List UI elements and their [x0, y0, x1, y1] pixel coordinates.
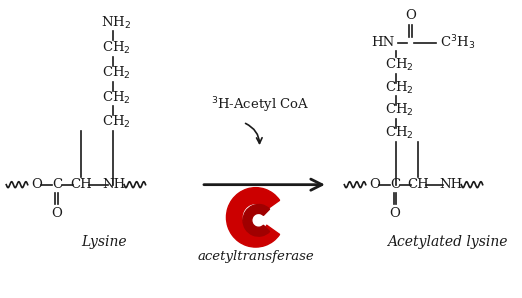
Text: CH$_2$: CH$_2$: [385, 57, 413, 73]
Text: NH: NH: [103, 178, 126, 191]
Wedge shape: [243, 204, 270, 236]
Text: CH: CH: [408, 178, 429, 191]
Text: C: C: [390, 178, 400, 191]
Text: C$^3$H$_3$: C$^3$H$_3$: [440, 34, 475, 52]
Text: CH$_2$: CH$_2$: [385, 125, 413, 141]
Wedge shape: [227, 188, 280, 247]
Text: acetyltransferase: acetyltransferase: [197, 251, 314, 263]
Text: NH$_2$: NH$_2$: [101, 15, 132, 31]
Text: O: O: [405, 9, 416, 22]
Text: HN: HN: [371, 36, 394, 49]
Text: O: O: [52, 207, 62, 220]
Text: Lysine: Lysine: [81, 235, 126, 249]
Text: O: O: [369, 178, 380, 191]
Text: O: O: [389, 207, 400, 220]
Text: O: O: [31, 178, 42, 191]
Text: CH$_2$: CH$_2$: [102, 89, 130, 105]
Text: CH$_2$: CH$_2$: [102, 40, 130, 56]
Text: NH: NH: [439, 178, 462, 191]
Text: C: C: [52, 178, 62, 191]
Text: CH: CH: [70, 178, 92, 191]
Text: CH$_2$: CH$_2$: [385, 80, 413, 96]
Text: Acetylated lysine: Acetylated lysine: [387, 235, 508, 249]
Text: $^{3}$H-Acetyl CoA: $^{3}$H-Acetyl CoA: [211, 96, 310, 115]
Text: CH$_2$: CH$_2$: [385, 102, 413, 118]
Text: CH$_2$: CH$_2$: [102, 65, 130, 81]
Text: CH$_2$: CH$_2$: [102, 114, 130, 130]
